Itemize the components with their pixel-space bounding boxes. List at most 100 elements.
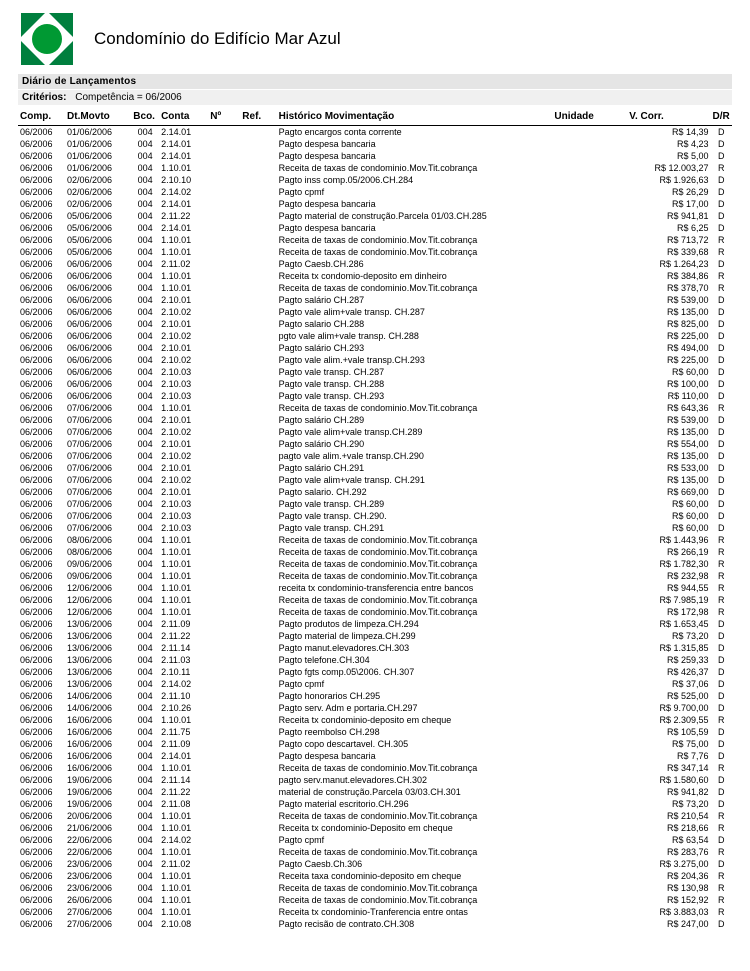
cell-no — [208, 870, 240, 882]
cell-dr: R — [711, 810, 732, 822]
cell-dr: R — [711, 402, 732, 414]
cell-vcorr: R$ 135,00 — [627, 450, 710, 462]
cell-ref — [240, 534, 276, 546]
table-row: 06/200609/06/20060041.10.01Receita de ta… — [18, 558, 732, 570]
cell-dr: D — [711, 390, 732, 402]
cell-dr: R — [711, 534, 732, 546]
cell-ref — [240, 786, 276, 798]
cell-date: 07/06/2006 — [65, 414, 131, 426]
cell-date: 08/06/2006 — [65, 534, 131, 546]
cell-no — [208, 378, 240, 390]
cell-comp: 06/2006 — [18, 906, 65, 918]
cell-hist: Receita de taxas de condominio.Mov.Tit.c… — [277, 810, 553, 822]
cell-conta: 1.10.01 — [159, 582, 208, 594]
cell-ref — [240, 834, 276, 846]
cell-bco: 004 — [131, 426, 159, 438]
cell-date: 06/06/2006 — [65, 366, 131, 378]
cell-uni — [552, 666, 627, 678]
cell-dr: D — [711, 510, 732, 522]
logo-icon — [18, 10, 76, 68]
cell-comp: 06/2006 — [18, 654, 65, 666]
cell-ref — [240, 918, 276, 930]
cell-ref — [240, 354, 276, 366]
cell-vcorr: R$ 3.275,00 — [627, 858, 710, 870]
cell-hist: Pagto Caesb.Ch.306 — [277, 858, 553, 870]
cell-hist: Pagto produtos de limpeza.CH.294 — [277, 618, 553, 630]
cell-vcorr: R$ 130,98 — [627, 882, 710, 894]
cell-ref — [240, 462, 276, 474]
cell-ref — [240, 750, 276, 762]
cell-date: 08/06/2006 — [65, 546, 131, 558]
cell-uni — [552, 858, 627, 870]
cell-comp: 06/2006 — [18, 810, 65, 822]
cell-ref — [240, 642, 276, 654]
cell-no — [208, 882, 240, 894]
cell-date: 07/06/2006 — [65, 450, 131, 462]
cell-uni — [552, 846, 627, 858]
cell-bco: 004 — [131, 630, 159, 642]
table-row: 06/200612/06/20060041.10.01Receita de ta… — [18, 594, 732, 606]
cell-date: 06/06/2006 — [65, 318, 131, 330]
cell-vcorr: R$ 494,00 — [627, 342, 710, 354]
cell-ref — [240, 438, 276, 450]
cell-dr: D — [711, 210, 732, 222]
cell-ref — [240, 510, 276, 522]
cell-no — [208, 498, 240, 510]
cell-uni — [552, 882, 627, 894]
cell-vcorr: R$ 60,00 — [627, 498, 710, 510]
cell-hist: Pagto vale alim+vale transp. CH.291 — [277, 474, 553, 486]
cell-comp: 06/2006 — [18, 306, 65, 318]
cell-dr: D — [711, 318, 732, 330]
cell-ref — [240, 846, 276, 858]
cell-no — [208, 342, 240, 354]
cell-no — [208, 174, 240, 186]
cell-date: 07/06/2006 — [65, 402, 131, 414]
cell-vcorr: R$ 7,76 — [627, 750, 710, 762]
cell-date: 09/06/2006 — [65, 570, 131, 582]
cell-ref — [240, 342, 276, 354]
cell-bco: 004 — [131, 186, 159, 198]
cell-comp: 06/2006 — [18, 762, 65, 774]
cell-conta: 2.10.01 — [159, 414, 208, 426]
cell-comp: 06/2006 — [18, 606, 65, 618]
cell-bco: 004 — [131, 510, 159, 522]
table-row: 06/200606/06/20060042.10.01Pagto salario… — [18, 318, 732, 330]
cell-date: 14/06/2006 — [65, 690, 131, 702]
cell-hist: Receita de taxas de condominio.Mov.Tit.c… — [277, 762, 553, 774]
cell-ref — [240, 702, 276, 714]
cell-comp: 06/2006 — [18, 198, 65, 210]
cell-uni — [552, 570, 627, 582]
cell-date: 06/06/2006 — [65, 270, 131, 282]
cell-bco: 004 — [131, 702, 159, 714]
cell-ref — [240, 762, 276, 774]
cell-vcorr: R$ 266,19 — [627, 546, 710, 558]
cell-date: 13/06/2006 — [65, 618, 131, 630]
cell-uni — [552, 222, 627, 234]
cell-bco: 004 — [131, 450, 159, 462]
table-row: 06/200616/06/20060042.11.09Pagto copo de… — [18, 738, 732, 750]
cell-conta: 1.10.01 — [159, 906, 208, 918]
cell-dr: D — [711, 834, 732, 846]
cell-date: 14/06/2006 — [65, 702, 131, 714]
cell-date: 19/06/2006 — [65, 798, 131, 810]
cell-bco: 004 — [131, 906, 159, 918]
table-row: 06/200608/06/20060041.10.01Receita de ta… — [18, 546, 732, 558]
cell-dr: D — [711, 174, 732, 186]
cell-hist: Pagto vale transp. CH.293 — [277, 390, 553, 402]
cell-date: 22/06/2006 — [65, 846, 131, 858]
cell-ref — [240, 654, 276, 666]
cell-comp: 06/2006 — [18, 366, 65, 378]
cell-ref — [240, 210, 276, 222]
cell-vcorr: R$ 944,55 — [627, 582, 710, 594]
cell-date: 12/06/2006 — [65, 594, 131, 606]
cell-date: 12/06/2006 — [65, 606, 131, 618]
cell-uni — [552, 282, 627, 294]
table-row: 06/200601/06/20060042.14.01Pagto despesa… — [18, 138, 732, 150]
cell-hist: Pagto serv. Adm e portaria.CH.297 — [277, 702, 553, 714]
cell-no — [208, 918, 240, 930]
cell-conta: 2.10.26 — [159, 702, 208, 714]
cell-comp: 06/2006 — [18, 210, 65, 222]
cell-uni — [552, 870, 627, 882]
cell-comp: 06/2006 — [18, 486, 65, 498]
table-row: 06/200606/06/20060042.10.03Pagto vale tr… — [18, 366, 732, 378]
